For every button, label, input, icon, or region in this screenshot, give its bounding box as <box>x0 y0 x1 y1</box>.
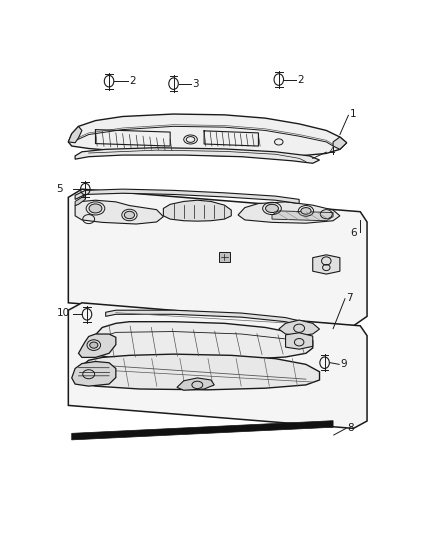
Polygon shape <box>68 114 346 157</box>
Text: 2: 2 <box>130 76 136 86</box>
Text: 6: 6 <box>350 228 357 238</box>
Polygon shape <box>68 189 367 326</box>
Polygon shape <box>72 361 116 386</box>
Polygon shape <box>75 195 85 206</box>
Polygon shape <box>68 126 82 143</box>
Ellipse shape <box>124 211 134 219</box>
Ellipse shape <box>89 204 102 213</box>
Polygon shape <box>238 202 340 223</box>
Text: 7: 7 <box>346 293 353 303</box>
Polygon shape <box>75 200 163 224</box>
Text: 3: 3 <box>192 79 199 88</box>
Polygon shape <box>286 333 313 349</box>
Polygon shape <box>78 334 116 358</box>
Text: 2: 2 <box>297 75 304 85</box>
Ellipse shape <box>90 342 98 348</box>
Polygon shape <box>75 354 320 390</box>
Polygon shape <box>219 252 230 262</box>
Polygon shape <box>72 421 333 440</box>
Polygon shape <box>279 320 320 336</box>
Polygon shape <box>75 148 320 163</box>
Text: 10: 10 <box>57 308 70 318</box>
Polygon shape <box>333 137 346 149</box>
Polygon shape <box>68 303 367 429</box>
Text: 8: 8 <box>347 423 354 433</box>
Ellipse shape <box>265 204 279 213</box>
Polygon shape <box>272 211 333 221</box>
Polygon shape <box>88 322 313 360</box>
Text: 9: 9 <box>341 359 347 369</box>
Text: 1: 1 <box>350 109 357 119</box>
Text: 4: 4 <box>328 147 335 157</box>
Text: 5: 5 <box>57 184 63 194</box>
Polygon shape <box>106 310 306 327</box>
Polygon shape <box>177 378 214 390</box>
Polygon shape <box>313 255 340 274</box>
Ellipse shape <box>301 207 311 214</box>
Polygon shape <box>75 189 299 204</box>
Polygon shape <box>163 200 231 221</box>
